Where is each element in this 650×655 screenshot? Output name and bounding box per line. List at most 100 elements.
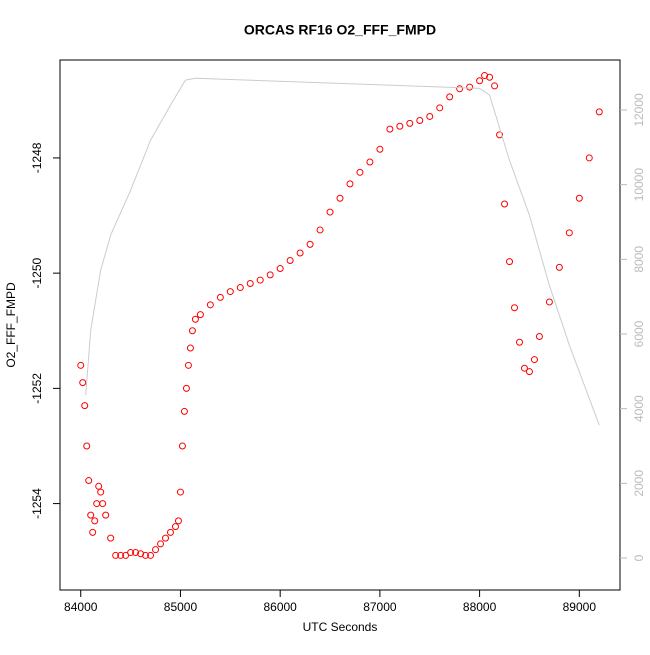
point: [595, 108, 603, 116]
point: [406, 119, 414, 127]
x-axis-label: UTC Seconds: [303, 620, 378, 634]
point: [545, 298, 553, 306]
point: [191, 315, 199, 323]
y-tick-label: -1254: [30, 488, 44, 519]
point: [107, 534, 115, 542]
point: [132, 549, 140, 557]
point: [501, 200, 509, 208]
point: [99, 500, 107, 508]
point: [77, 361, 85, 369]
point: [416, 116, 424, 124]
altitude-line: [85, 77, 600, 426]
point: [456, 85, 464, 93]
point: [174, 517, 182, 525]
point: [93, 500, 101, 508]
point: [147, 551, 155, 559]
point: [142, 551, 150, 559]
point: [266, 271, 274, 279]
point: [171, 523, 179, 531]
point: [79, 379, 87, 387]
point: [286, 256, 294, 264]
point: [530, 356, 538, 364]
point: [157, 540, 165, 548]
y2-tick-label: 6000: [632, 320, 646, 347]
point: [565, 229, 573, 237]
point: [316, 226, 324, 234]
point: [112, 551, 120, 559]
point: [386, 125, 394, 133]
point: [396, 122, 404, 130]
point: [496, 131, 504, 139]
point: [520, 364, 528, 372]
point: [555, 263, 563, 271]
point: [256, 276, 264, 284]
point: [87, 511, 95, 519]
point: [491, 82, 499, 90]
y2-tick-label: 0: [632, 554, 646, 561]
point: [95, 482, 103, 490]
point: [137, 550, 145, 558]
point: [127, 549, 135, 557]
y2-tick-label: 8000: [632, 246, 646, 273]
point: [486, 73, 494, 81]
point: [585, 154, 593, 162]
point: [346, 180, 354, 188]
y-tick-label: -1250: [30, 257, 44, 288]
point: [446, 93, 454, 101]
point: [306, 240, 314, 248]
point: [476, 77, 484, 85]
y2-tick-label: 10000: [632, 168, 646, 202]
point: [117, 551, 125, 559]
point: [366, 158, 374, 166]
y2-tick-label: 12000: [632, 93, 646, 127]
point: [176, 488, 184, 496]
point: [91, 517, 99, 525]
chart-title: ORCAS RF16 O2_FFF_FMPD: [244, 22, 436, 38]
point: [184, 361, 192, 369]
point: [236, 284, 244, 292]
x-tick-label: 87000: [363, 600, 397, 614]
point: [216, 293, 224, 301]
x-tick-label: 86000: [263, 600, 297, 614]
point: [152, 546, 160, 554]
point: [276, 265, 284, 273]
point: [356, 168, 364, 176]
point: [506, 258, 514, 266]
point: [575, 194, 583, 202]
point: [511, 304, 519, 312]
point: [535, 333, 543, 341]
point: [226, 288, 234, 296]
point: [326, 208, 334, 216]
point: [525, 368, 533, 376]
x-tick-label: 84000: [64, 600, 98, 614]
point: [178, 442, 186, 450]
point: [166, 528, 174, 536]
point: [296, 249, 304, 257]
point: [180, 407, 188, 415]
point: [426, 112, 434, 120]
point: [81, 402, 89, 410]
x-tick-label: 88000: [463, 600, 497, 614]
x-tick-label: 85000: [164, 600, 198, 614]
point: [102, 511, 110, 519]
point: [161, 534, 169, 542]
y-tick-label: -1252: [30, 373, 44, 404]
point: [85, 477, 93, 485]
point: [186, 344, 194, 352]
point: [206, 301, 214, 309]
plot-frame: [59, 59, 621, 591]
point: [336, 194, 344, 202]
point: [89, 528, 97, 536]
point: [436, 104, 444, 112]
point: [83, 442, 91, 450]
point: [196, 311, 204, 319]
y2-tick-label: 4000: [632, 395, 646, 422]
y-tick-label: -1248: [30, 142, 44, 173]
point: [97, 488, 105, 496]
point: [246, 280, 254, 288]
point: [188, 327, 196, 335]
point: [515, 338, 523, 346]
point: [466, 83, 474, 91]
y-axis-label: O2_FFF_FMPD: [4, 282, 18, 368]
